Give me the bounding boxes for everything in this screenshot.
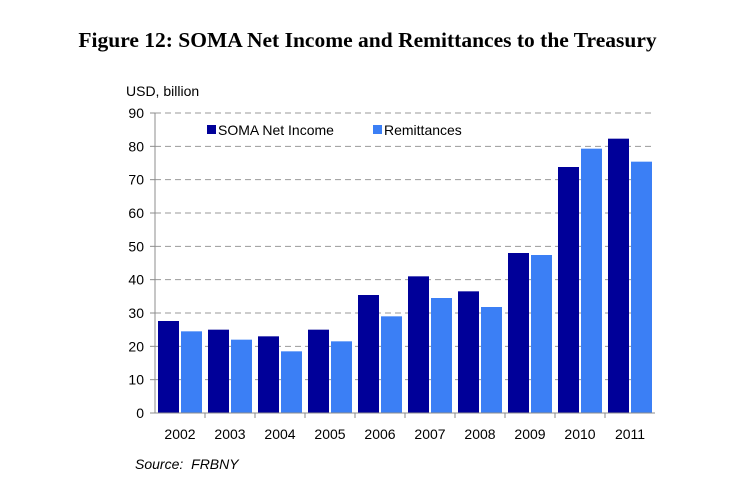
x-tick-label: 2011 bbox=[615, 426, 645, 442]
bar-series bbox=[158, 138, 652, 413]
legend-swatch bbox=[207, 125, 216, 134]
y-tick-label: 10 bbox=[128, 372, 144, 388]
bar-remittances-2004 bbox=[281, 351, 302, 413]
bar-soma-net-income-2008 bbox=[458, 291, 479, 413]
legend-label: Remittances bbox=[384, 122, 462, 138]
bar-soma-net-income-2003 bbox=[208, 329, 229, 413]
y-axis-label: USD, billion bbox=[126, 83, 199, 99]
y-tick-label: 40 bbox=[128, 272, 144, 288]
bar-remittances-2008 bbox=[481, 307, 502, 413]
y-tick-label: 60 bbox=[128, 205, 144, 221]
bar-soma-net-income-2002 bbox=[158, 321, 179, 413]
x-ticks: 2002 2003 2004 2005 2006 2007 2008 2009 2010 2011 bbox=[164, 413, 645, 442]
bar-soma-net-income-2006 bbox=[358, 295, 379, 413]
bar-remittances-2009 bbox=[531, 255, 552, 413]
x-tick-label: 2006 bbox=[364, 426, 395, 442]
bar-soma-net-income-2009 bbox=[508, 253, 529, 413]
y-tick-label: 70 bbox=[128, 172, 144, 188]
source-note: Source: FRBNY bbox=[135, 456, 239, 472]
x-tick-label: 2005 bbox=[314, 426, 345, 442]
gridlines bbox=[155, 112, 655, 381]
y-tick-label: 0 bbox=[136, 405, 144, 421]
x-tick-label: 2010 bbox=[564, 426, 595, 442]
bar-remittances-2003 bbox=[231, 339, 252, 413]
bar-soma-net-income-2005 bbox=[308, 329, 329, 413]
y-tick-label: 50 bbox=[128, 238, 144, 254]
y-tick-label: 90 bbox=[128, 105, 144, 121]
bar-remittances-2005 bbox=[331, 341, 352, 413]
y-tick-label: 80 bbox=[128, 138, 144, 154]
bar-soma-net-income-2010 bbox=[558, 167, 579, 413]
bar-remittances-2006 bbox=[381, 316, 402, 413]
y-tick-label: 20 bbox=[128, 338, 144, 354]
bar-remittances-2007 bbox=[431, 298, 452, 413]
legend: SOMA Net Income Remittances bbox=[207, 122, 462, 138]
x-tick-label: 2003 bbox=[214, 426, 245, 442]
bar-soma-net-income-2007 bbox=[408, 276, 429, 413]
legend-swatch bbox=[373, 125, 382, 134]
y-ticks: 0 10 20 30 40 50 60 70 80 90 bbox=[128, 105, 155, 421]
x-tick-label: 2009 bbox=[514, 426, 545, 442]
bar-remittances-2002 bbox=[181, 331, 202, 413]
bar-remittances-2010 bbox=[581, 148, 602, 413]
legend-label: SOMA Net Income bbox=[218, 122, 334, 138]
x-tick-label: 2007 bbox=[414, 426, 445, 442]
figure-title: Figure 12: SOMA Net Income and Remittanc… bbox=[78, 28, 657, 52]
bar-remittances-2011 bbox=[631, 161, 652, 413]
y-tick-label: 30 bbox=[128, 305, 144, 321]
axes bbox=[154, 113, 655, 414]
x-tick-label: 2004 bbox=[264, 426, 295, 442]
x-tick-label: 2002 bbox=[164, 426, 195, 442]
x-tick-label: 2008 bbox=[464, 426, 495, 442]
bar-soma-net-income-2004 bbox=[258, 336, 279, 413]
bar-soma-net-income-2011 bbox=[608, 138, 629, 413]
